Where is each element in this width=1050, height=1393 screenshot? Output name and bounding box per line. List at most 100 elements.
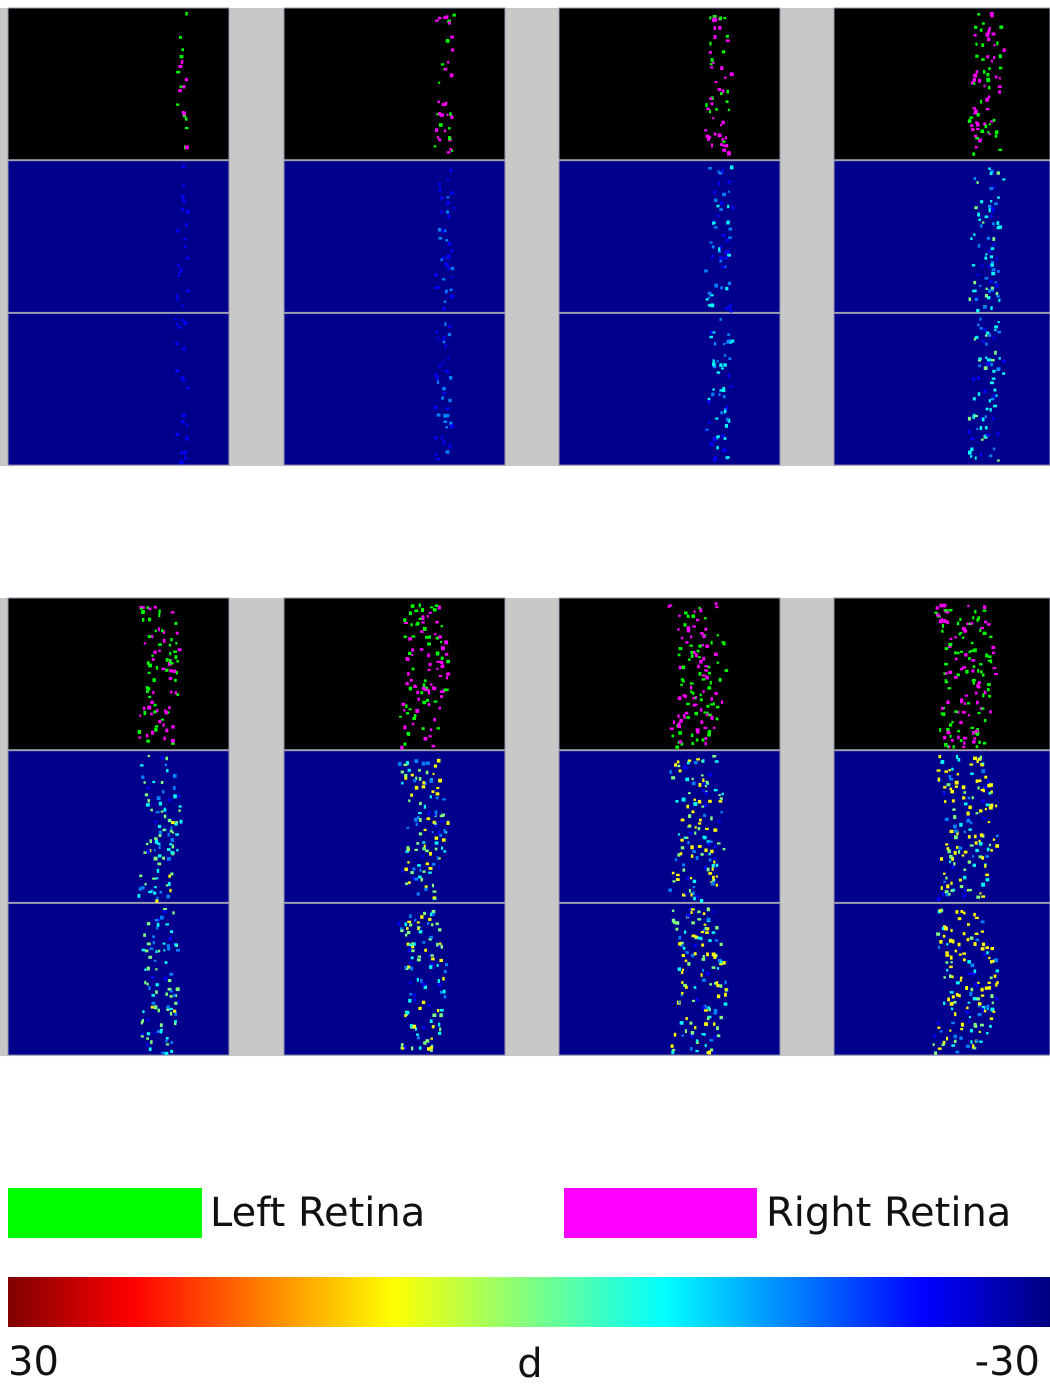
event-dot [709,242,712,244]
event-dot [712,117,714,119]
colorbar-max-label: -30 [975,1339,1040,1385]
event-dot [963,912,965,915]
event-dot [703,814,706,817]
event-dot [406,1011,410,1015]
event-dot [982,762,984,764]
panel [284,313,505,465]
event-dot [174,679,177,682]
event-dot [729,305,732,308]
event-dot [170,691,172,694]
event-dot [688,792,691,794]
event-dot [185,257,189,259]
event-dot [962,746,965,748]
event-dot [176,987,180,991]
colorbar-title: d [517,1341,542,1387]
event-dot [949,939,953,943]
event-dot [946,1037,948,1041]
event-dot [705,931,709,934]
event-dot [990,215,992,218]
event-dot [403,709,405,711]
event-dot [686,805,689,809]
event-dot [941,618,943,622]
event-dot [993,119,996,122]
event-dot [698,937,702,940]
event-dot [436,923,439,926]
event-dot [438,183,441,186]
event-dot [170,851,173,854]
event-dot [708,939,711,942]
event-dot [973,757,977,760]
event-dot [945,818,949,821]
event-dot [940,1031,943,1033]
event-dot [422,785,426,788]
event-dot [670,728,674,730]
event-dot [682,680,685,682]
event-dot [726,456,730,458]
event-dot [963,869,966,871]
event-dot [970,650,973,652]
event-dot [453,207,455,210]
event-dot [156,983,159,986]
event-dot [990,849,993,852]
event-dot [451,267,454,270]
event-dot [708,292,712,295]
event-dot [982,817,986,819]
event-dot [169,1008,173,1010]
event-dot [676,878,680,881]
event-dot [970,937,974,940]
event-dot [720,318,722,321]
event-dot [949,609,953,612]
event-dot [401,1047,404,1049]
event-dot [977,13,980,15]
event-dot [980,130,984,134]
event-dot [688,814,691,818]
event-dot [440,695,443,698]
event-dot [146,740,150,743]
event-dot [180,376,183,379]
event-dot [432,790,435,793]
event-dot [977,274,979,276]
event-dot [976,309,979,313]
event-dot [721,701,723,704]
event-dot [983,605,986,609]
event-dot [988,660,991,662]
event-dot [724,77,727,79]
event-dot [942,1043,945,1046]
event-dot [435,837,439,840]
event-dot [977,669,979,673]
event-dot [964,653,967,656]
event-dot [182,319,184,321]
event-dot [421,621,424,623]
event-dot [409,611,412,615]
event-dot [437,101,440,103]
event-dot [175,833,179,835]
event-dot [954,636,957,638]
event-dot [175,342,178,345]
event-dot [711,641,713,645]
event-dot [962,854,965,856]
event-dot [994,389,997,392]
event-dot [166,1043,169,1045]
event-dot [709,51,712,54]
event-dot [993,448,995,451]
event-dot [708,400,711,404]
event-dot [963,791,966,794]
event-dot [702,644,704,646]
event-dot [972,796,974,799]
event-dot [964,666,966,668]
event-dot [712,931,716,934]
event-dot [449,376,452,380]
event-dot [443,850,446,852]
event-dot [961,910,964,913]
event-dot [938,615,940,618]
event-dot [176,104,179,106]
event-dot [972,679,976,682]
event-dot [967,973,971,975]
event-dot [678,722,681,726]
event-dot [989,710,991,713]
event-dot [144,642,146,644]
event-dot [690,636,692,639]
event-dot [161,668,165,670]
event-dot [174,1002,177,1005]
event-dot [414,759,418,763]
